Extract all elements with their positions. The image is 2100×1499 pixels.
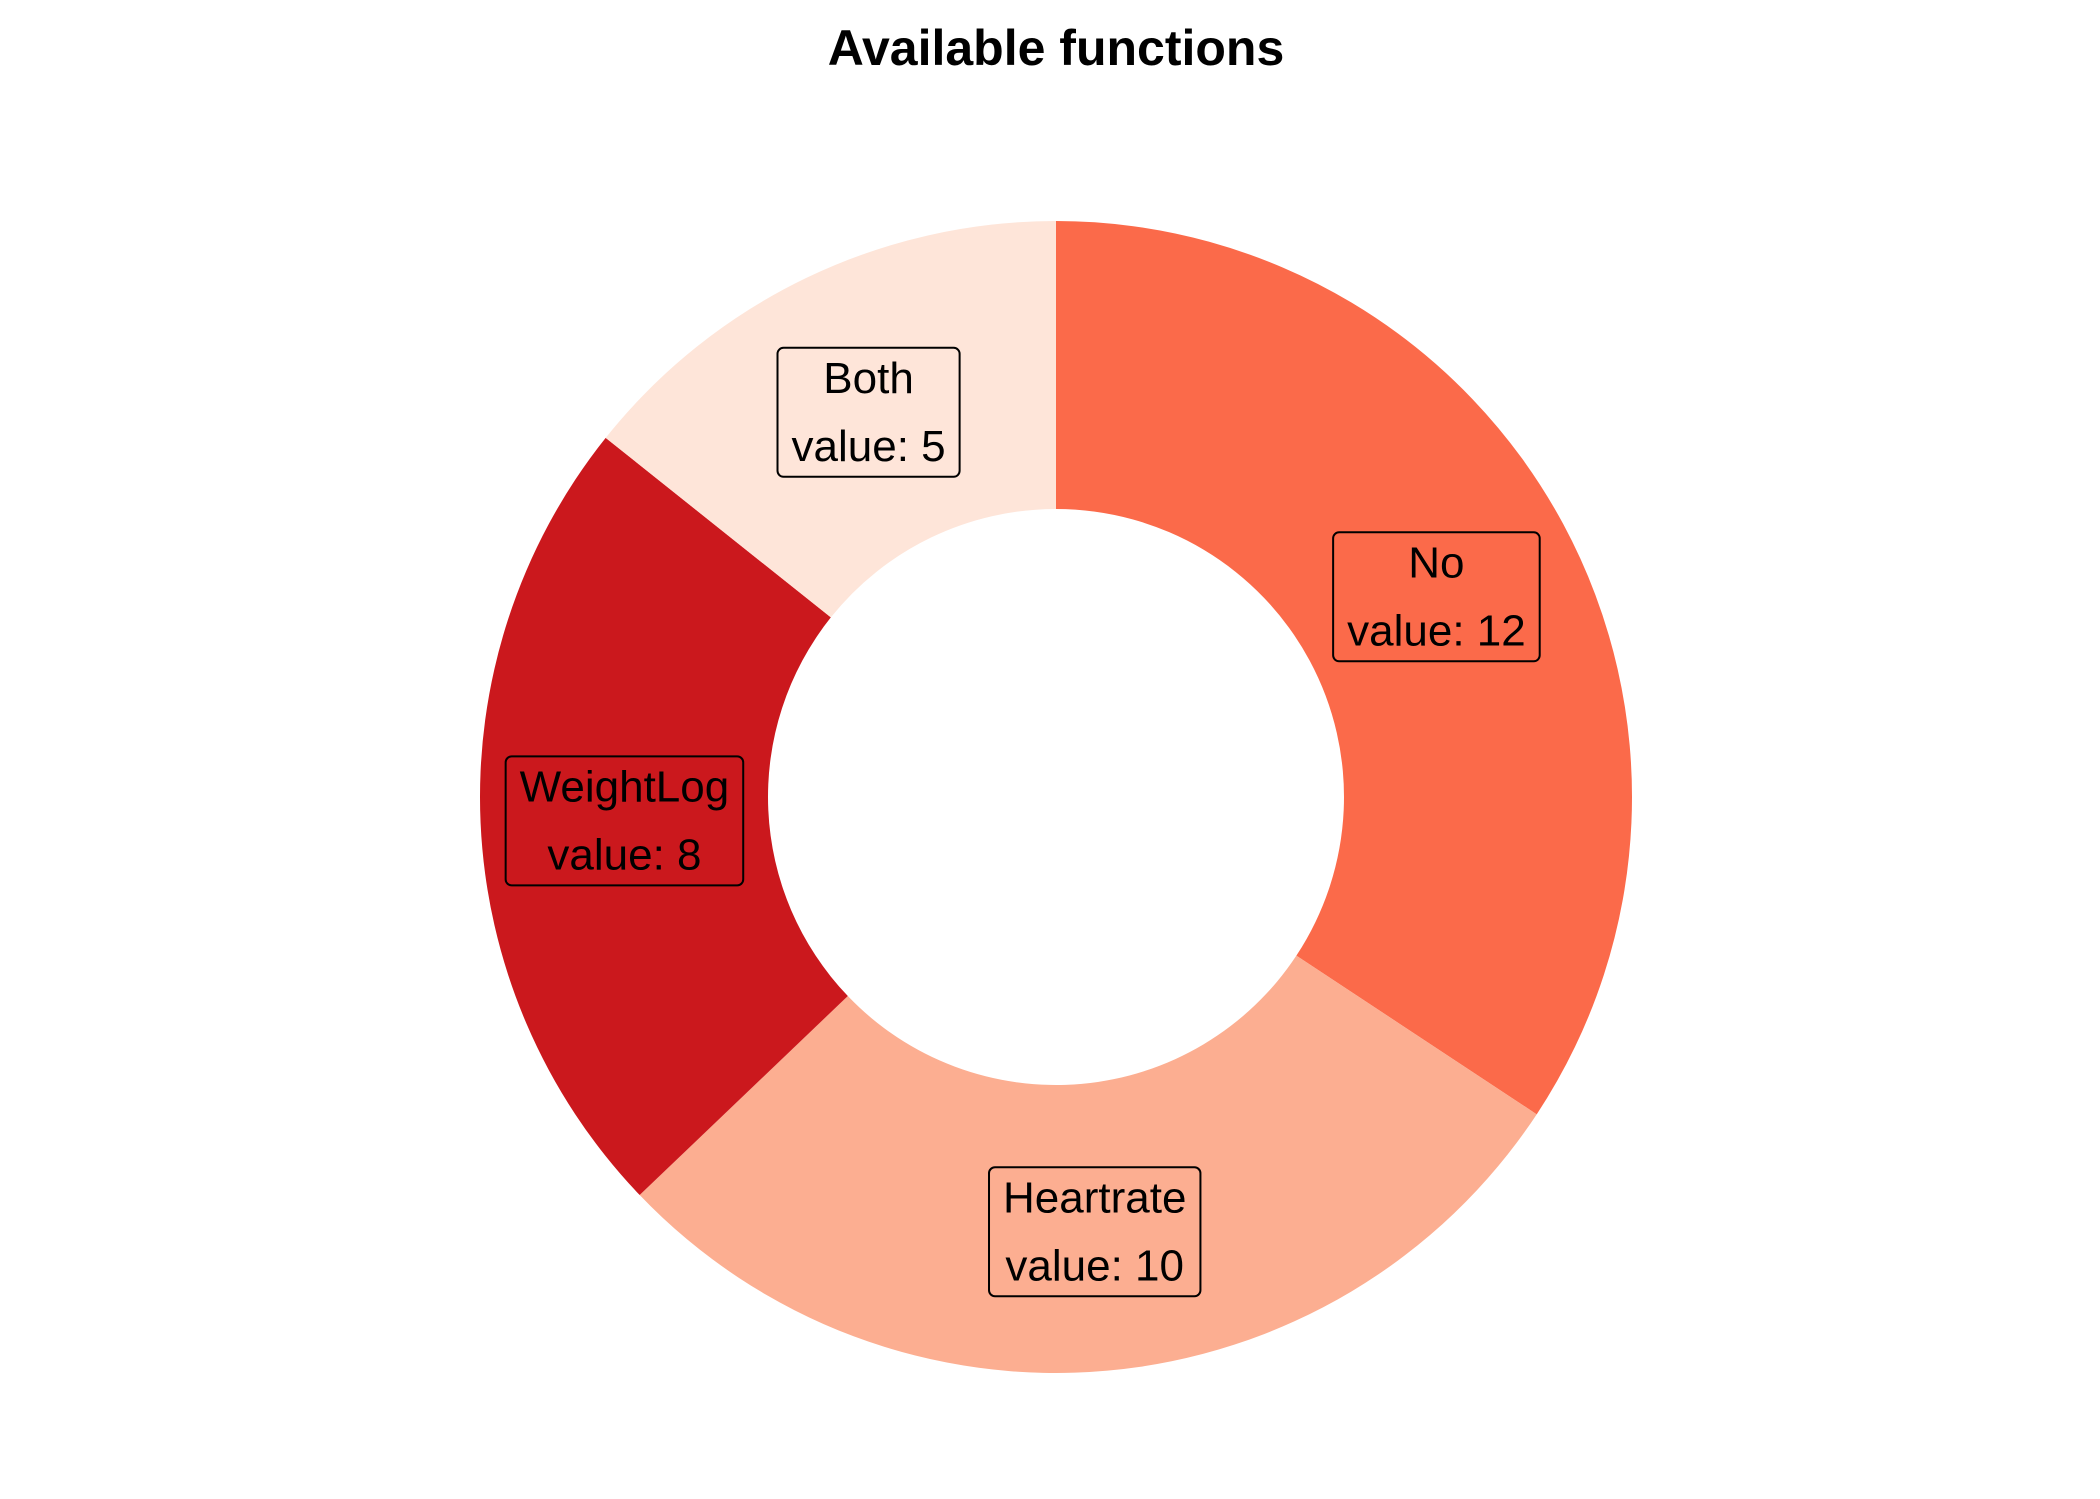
label-both: Both value: 5 — [776, 346, 961, 478]
slice-labels: No value: 12 Heartrate value: 10 WeightLog va… — [504, 346, 1541, 1298]
label-box — [504, 755, 745, 887]
donut-slices — [479, 221, 1633, 1374]
slice-weightlog — [479, 437, 848, 1196]
chart-title: Available functions — [828, 20, 1285, 76]
slice-value-label: value: 8 — [547, 830, 701, 879]
label-box — [1332, 531, 1541, 663]
slice-name-label: Heartrate — [1003, 1173, 1186, 1222]
slice-both — [605, 221, 1056, 618]
label-heartrate: Heartrate value: 10 — [988, 1166, 1202, 1298]
slice-name-label: WeightLog — [520, 762, 730, 811]
slice-heartrate — [639, 955, 1537, 1374]
slice-value-label: value: 12 — [1347, 606, 1526, 655]
label-no: No value: 12 — [1332, 531, 1541, 663]
label-weightlog: WeightLog value: 8 — [504, 755, 745, 887]
label-box — [776, 346, 961, 478]
label-box — [988, 1166, 1202, 1298]
slice-value-label: value: 10 — [1005, 1241, 1184, 1290]
slice-no — [1056, 221, 1633, 1115]
slice-name-label: No — [1408, 538, 1464, 587]
slice-name-label: Both — [823, 354, 914, 403]
slice-value-label: value: 5 — [792, 422, 946, 471]
